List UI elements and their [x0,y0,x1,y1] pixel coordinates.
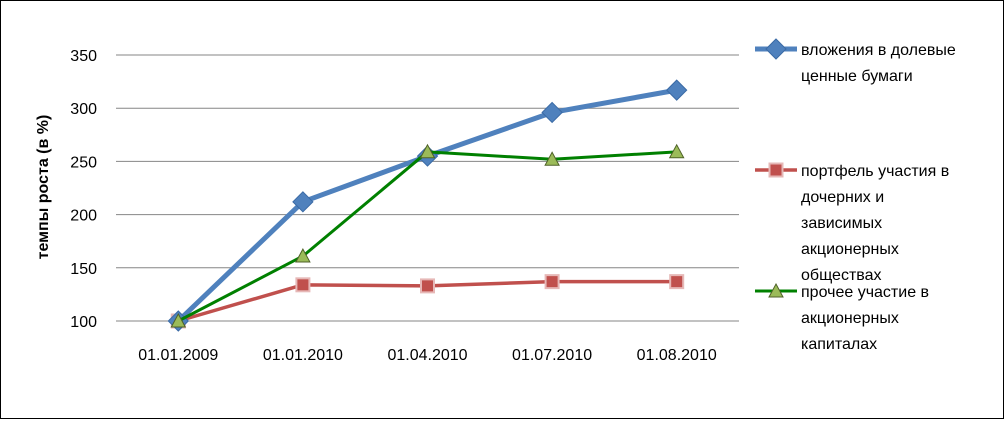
legend-label: портфель участия в [801,163,949,180]
legend-label: дочерних и [801,189,884,206]
legend-entry: вложения в долевые ценные бумаги [755,38,956,85]
y-tick-label: 200 [70,208,97,225]
data-point-diamond [665,79,688,101]
data-point-triangle [170,312,187,328]
data-point-diamond [292,191,314,213]
legend-entry: портфель участия в дочерних и зависимых акц… [755,162,949,284]
series-lines [167,79,688,332]
legend-label: ценные бумаги [801,68,913,85]
series-line [176,150,679,323]
data-point-square [420,278,435,294]
legend: вложения в долевые ценные бумаги портфель … [755,38,956,353]
y-axis-title: темпы роста (в %) [35,115,52,260]
legend-label: акционерных [801,241,899,258]
legend-marker-square [768,162,784,178]
legend-label: вложения в долевые [801,42,956,59]
legend-label: прочее участие в [801,284,929,301]
y-tick-label: 350 [70,48,97,65]
x-tick-label: 01.04.2010 [387,347,467,364]
x-tick-label: 01.08.2010 [637,347,717,364]
data-point-square [295,277,311,293]
y-axis-ticks: 100 150 200 250 300 350 [70,48,97,331]
x-tick-label: 01.01.2009 [138,347,218,364]
gridlines [116,54,739,322]
x-tick-label: 01.01.2010 [263,347,343,364]
data-point-triangle [544,151,560,166]
series-square [170,274,685,329]
legend-marker-triangle [768,282,784,298]
data-point-triangle [295,248,311,263]
y-tick-label: 300 [70,101,97,118]
data-point-triangle [668,143,685,159]
series-triangle [170,143,685,328]
y-tick-label: 100 [70,314,97,331]
legend-entry: прочее участие в акционерных капиталах [755,282,929,353]
x-tick-label: 01.07.2010 [512,347,592,364]
data-point-square [669,274,685,290]
x-axis-ticks: 01.01.2009 01.01.2010 01.04.2010 01.07.2010… [138,347,717,364]
legend-label: обществах [801,267,882,284]
data-point-triangle [419,143,436,159]
legend-marker-diamond [765,38,787,60]
y-tick-label: 250 [70,154,97,171]
data-point-diamond [541,101,563,124]
legend-label: зависимых [801,215,882,232]
data-point-square [544,274,560,290]
legend-label: акционерных [801,310,899,327]
y-tick-label: 150 [70,261,97,278]
legend-label: капиталах [801,336,877,353]
